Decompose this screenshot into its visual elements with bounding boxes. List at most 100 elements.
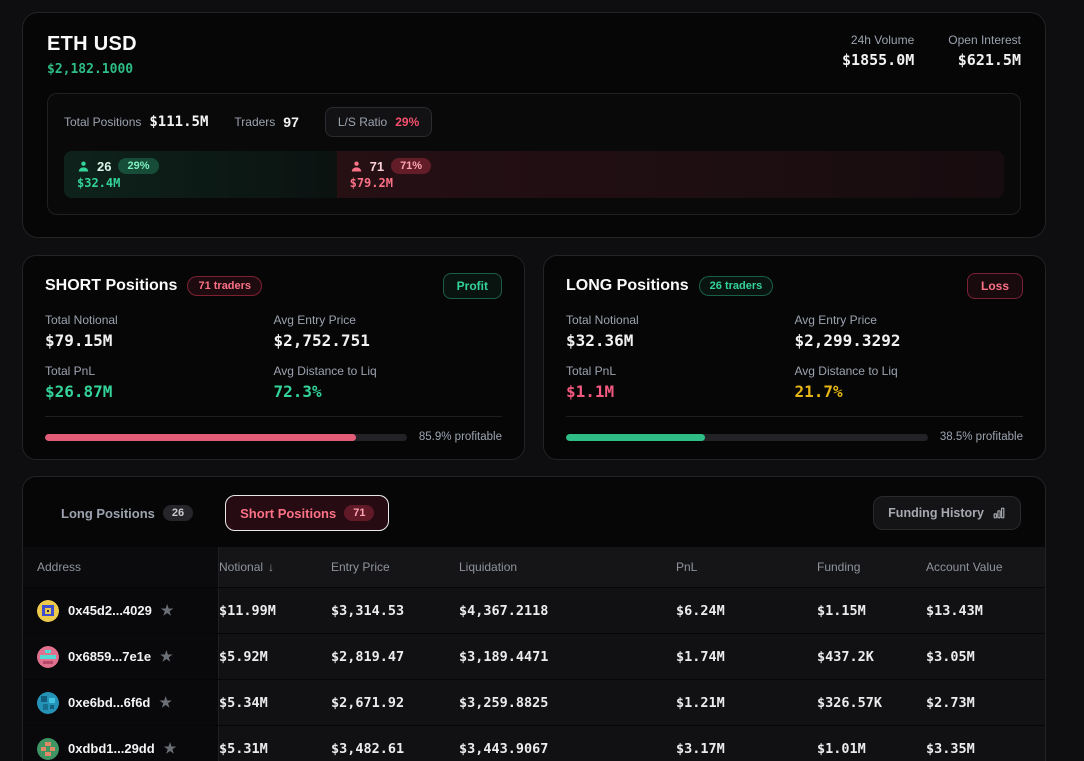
market-stats: 24h Volume $1855.0M Open Interest $621.5… xyxy=(842,33,1021,69)
stat-24h-volume: 24h Volume $1855.0M xyxy=(842,33,914,69)
funding-history-button[interactable]: Funding History xyxy=(873,496,1021,530)
table-row[interactable]: 0xdbd1...29dd ★ $5.31M $3,482.61 $3,443.… xyxy=(23,725,1045,761)
traders-stat: Traders 97 xyxy=(234,114,298,130)
tab-count-badge: 71 xyxy=(344,505,375,521)
cell-notional: $5.92M xyxy=(219,648,268,665)
stat-avg-entry-price: Avg Entry Price $2,299.3292 xyxy=(795,313,1024,350)
stat-value: $1.1M xyxy=(566,382,615,401)
favorite-star-icon[interactable]: ★ xyxy=(159,694,172,710)
table-row[interactable]: 0xe6bd...6f6d ★ $5.34M $2,671.92 $3,259.… xyxy=(23,679,1045,725)
short-card-title: SHORT Positions xyxy=(45,277,178,294)
column-header-address[interactable]: Address xyxy=(23,547,219,587)
stat-total-notional: Total Notional $32.36M xyxy=(566,313,795,350)
ls-ratio-pill: L/S Ratio 29% xyxy=(324,107,433,137)
column-header-account-value[interactable]: Account Value xyxy=(926,560,1003,574)
stat-label: 24h Volume xyxy=(850,33,915,47)
stat-label: Avg Distance to Liq xyxy=(794,364,898,378)
profitable-progress-track xyxy=(566,433,928,441)
address-link[interactable]: 0x45d2...4029 xyxy=(68,603,152,618)
stat-label: Total PnL xyxy=(45,364,96,378)
column-header-funding[interactable]: Funding xyxy=(817,560,861,574)
favorite-star-icon[interactable]: ★ xyxy=(160,602,174,618)
ratio-segment-long: 26 29% $32.4M xyxy=(64,151,337,198)
cell-account-value: $2.73M xyxy=(926,694,975,711)
stat-total-pnl: Total PnL $26.87M xyxy=(45,364,274,401)
market-price: $2,182.1000 xyxy=(47,62,134,77)
stat-value: $2,752.751 xyxy=(273,331,370,350)
cell-funding: $1.15M xyxy=(817,602,866,619)
symbol-block: ETH USD $2,182.1000 xyxy=(47,33,137,77)
short-positions-card: SHORT Positions 71 traders Profit Total … xyxy=(22,255,525,460)
table-header-row: Address Notional ↓ Entry Price Liquidati… xyxy=(23,547,1045,587)
stat-total-notional: Total Notional $79.15M xyxy=(45,313,274,350)
cell-funding: $1.01M xyxy=(817,740,866,757)
profitable-progress-fill xyxy=(45,433,356,441)
stat-total-pnl: Total PnL $1.1M xyxy=(566,364,795,401)
market-header: ETH USD $2,182.1000 24h Volume $1855.0M … xyxy=(47,33,1021,77)
profitable-progress-fill xyxy=(566,433,706,441)
table-row[interactable]: 0x45d2...4029 ★ $11.99M $3,314.53 $4,367… xyxy=(23,587,1045,633)
stat-value: 72.3% xyxy=(273,382,322,401)
column-header-liquidation[interactable]: Liquidation xyxy=(459,560,518,574)
stat-open-interest: Open Interest $621.5M xyxy=(948,33,1021,69)
tab-label: Short Positions xyxy=(240,505,337,521)
cell-liquidation: $3,259.8825 xyxy=(459,694,549,711)
total-positions-label: Total Positions xyxy=(64,115,142,129)
stat-label: Avg Distance to Liq xyxy=(273,364,377,378)
address-link[interactable]: 0x6859...7e1e xyxy=(68,649,152,664)
profitable-label: 85.9% profitable xyxy=(418,431,502,443)
short-pct-badge: 71% xyxy=(391,158,432,174)
loss-badge: Loss xyxy=(966,273,1023,299)
profitable-label: 38.5% profitable xyxy=(939,431,1023,443)
tab-short-positions[interactable]: Short Positions 71 xyxy=(225,495,390,531)
cell-account-value: $3.05M xyxy=(926,648,975,665)
total-positions-stat: Total Positions $111.5M xyxy=(64,114,208,130)
ls-ratio-value: 29% xyxy=(395,115,420,129)
cell-notional: $5.31M xyxy=(219,740,268,757)
stat-value: $1855.0M xyxy=(842,51,915,69)
total-positions-value: $111.5M xyxy=(149,114,209,130)
stat-label: Avg Entry Price xyxy=(273,313,356,327)
address-link[interactable]: 0xdbd1...29dd xyxy=(68,741,155,756)
cell-pnl: $1.21M xyxy=(676,694,725,711)
traders-icon xyxy=(77,160,90,173)
short-notional: $79.2M xyxy=(349,176,393,190)
long-pct-badge: 29% xyxy=(118,158,159,174)
long-traders-count: 26 xyxy=(97,158,112,174)
column-header-entry-price[interactable]: Entry Price xyxy=(331,560,390,574)
stat-label: Open Interest xyxy=(948,33,1021,47)
stat-value: $26.87M xyxy=(45,382,113,401)
address-link[interactable]: 0xe6bd...6f6d xyxy=(68,695,151,710)
favorite-star-icon[interactable]: ★ xyxy=(163,740,177,756)
positions-summary-panel: Total Positions $111.5M Traders 97 L/S R… xyxy=(47,93,1021,215)
cell-entry-price: $2,671.92 xyxy=(331,694,405,711)
stat-avg-entry-price: Avg Entry Price $2,752.751 xyxy=(274,313,503,350)
stat-avg-distance-to-liq: Avg Distance to Liq 72.3% xyxy=(274,364,503,401)
cell-pnl: $1.74M xyxy=(676,648,725,665)
column-header-pnl[interactable]: PnL xyxy=(676,560,698,574)
short-traders-badge: 71 traders xyxy=(187,276,263,296)
stat-label: Avg Entry Price xyxy=(794,313,877,327)
short-traders-count: 71 xyxy=(369,158,385,174)
stat-label: Total PnL xyxy=(566,364,617,378)
table-row[interactable]: 0x6859...7e1e ★ $5.92M $2,819.47 $3,189.… xyxy=(23,633,1045,679)
avatar xyxy=(37,691,59,714)
positions-table: Address Notional ↓ Entry Price Liquidati… xyxy=(23,547,1045,761)
ratio-segment-short: 71 71% $79.2M xyxy=(336,151,1004,198)
stat-value: $79.15M xyxy=(45,331,113,350)
column-header-notional[interactable]: Notional ↓ xyxy=(219,560,275,574)
traders-icon xyxy=(350,160,363,173)
sort-desc-icon: ↓ xyxy=(268,560,275,574)
stat-value: 21.7% xyxy=(794,382,843,401)
long-traders-badge: 26 traders xyxy=(698,276,774,296)
tab-label: Long Positions xyxy=(61,505,155,521)
cell-funding: $437.2K xyxy=(817,648,874,665)
cell-liquidation: $3,443.9067 xyxy=(459,740,549,757)
favorite-star-icon[interactable]: ★ xyxy=(160,648,173,664)
summary-row: Total Positions $111.5M Traders 97 L/S R… xyxy=(64,107,1004,137)
stat-value: $621.5M xyxy=(957,51,1021,69)
stat-value: $32.36M xyxy=(566,331,634,350)
tab-long-positions[interactable]: Long Positions 26 xyxy=(47,496,207,530)
stat-value: $2,299.3292 xyxy=(794,331,901,350)
cell-funding: $326.57K xyxy=(817,694,883,711)
